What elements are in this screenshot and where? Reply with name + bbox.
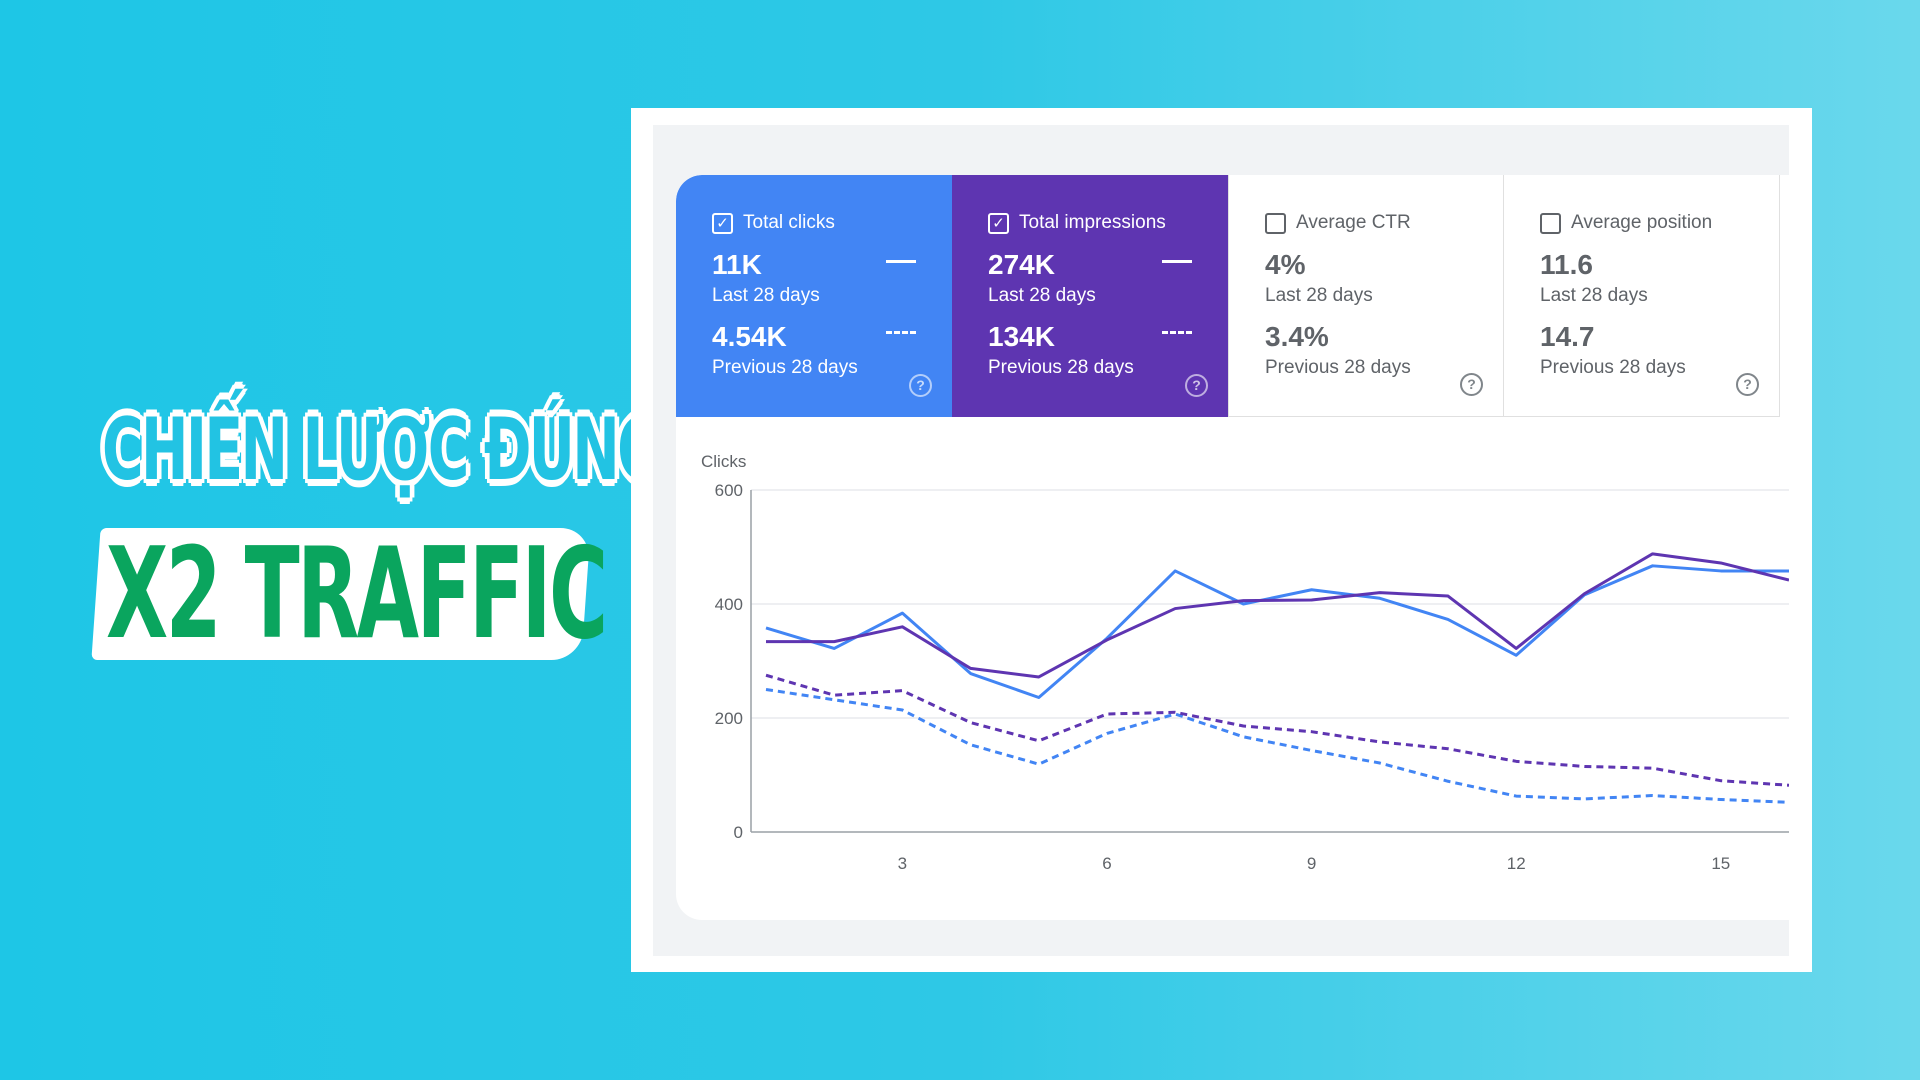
- metric-previous-value: 3.4%: [1265, 321, 1329, 352]
- metric-label: Total clicks: [743, 212, 835, 233]
- x-tick-label: 15: [1711, 854, 1730, 873]
- metric-label: Total impressions: [1019, 212, 1166, 233]
- metric-value: 11K: [712, 249, 762, 280]
- solid-line-legend-icon: [1162, 260, 1192, 263]
- y-tick-label: 400: [715, 595, 743, 614]
- metric-value: 11.6: [1540, 249, 1593, 280]
- metric-tab-total-clicks[interactable]: ✓ Total clicks 11K Last 28 days 4.54K Pr…: [676, 175, 952, 417]
- promo-subheadline: X2 TRAFFIC: [106, 520, 608, 667]
- x-tick-label: 9: [1307, 854, 1316, 873]
- metric-tab-total-impressions[interactable]: ✓ Total impressions 274K Last 28 days 13…: [952, 175, 1228, 417]
- metric-previous-value: 134K: [988, 321, 1055, 352]
- metric-period: Last 28 days: [712, 285, 820, 306]
- y-tick-label: 0: [734, 823, 743, 842]
- checked-checkbox-icon[interactable]: ✓: [988, 212, 1009, 234]
- help-icon[interactable]: ?: [1460, 373, 1483, 396]
- screenshot-background: ✓ Total clicks 11K Last 28 days 4.54K Pr…: [653, 125, 1789, 956]
- help-icon[interactable]: ?: [909, 374, 932, 397]
- metric-previous-period: Previous 28 days: [1265, 357, 1411, 378]
- x-tick-label: 3: [898, 854, 907, 873]
- line-chart-svg: Clicks 0 200 400 600 3 6 9 12 15: [701, 452, 1789, 873]
- metric-previous-period: Previous 28 days: [988, 357, 1134, 378]
- dashed-line-legend-icon: [1162, 331, 1192, 334]
- checked-checkbox-icon[interactable]: ✓: [712, 212, 733, 234]
- metric-previous-value: 4.54K: [712, 321, 787, 352]
- metric-period: Last 28 days: [1540, 285, 1648, 306]
- metric-previous-value: 14.7: [1540, 321, 1595, 352]
- series-line-clicks_previous: [765, 688, 1789, 804]
- help-icon[interactable]: ?: [1736, 373, 1759, 396]
- metric-period: Last 28 days: [1265, 285, 1373, 306]
- metric-tabs: ✓ Total clicks 11K Last 28 days 4.54K Pr…: [676, 175, 1781, 417]
- screenshot-frame: ✓ Total clicks 11K Last 28 days 4.54K Pr…: [631, 108, 1812, 972]
- metric-previous-period: Previous 28 days: [712, 357, 858, 378]
- series-line-clicks_current: [765, 564, 1789, 699]
- metric-value: 4%: [1265, 249, 1306, 280]
- x-tick-label: 6: [1102, 854, 1111, 873]
- promo-headline: CHIẾN LƯỢC ĐÚNG: [102, 400, 664, 500]
- dashed-line-legend-icon: [886, 331, 916, 334]
- metric-previous-period: Previous 28 days: [1540, 357, 1686, 378]
- metric-label: Average CTR: [1296, 212, 1411, 233]
- unchecked-checkbox-icon[interactable]: [1540, 212, 1561, 234]
- unchecked-checkbox-icon[interactable]: [1265, 212, 1286, 234]
- y-axis-title: Clicks: [701, 452, 746, 471]
- metric-value: 274K: [988, 249, 1055, 280]
- series-line-impressions_current: [766, 552, 1789, 679]
- series-line-impressions_previous: [765, 673, 1789, 787]
- clicks-chart: Clicks 0 200 400 600 3 6 9 12 15: [676, 417, 1789, 920]
- metric-label: Average position: [1571, 212, 1713, 233]
- help-icon[interactable]: ?: [1185, 374, 1208, 397]
- x-tick-label: 12: [1507, 854, 1526, 873]
- y-tick-label: 600: [715, 481, 743, 500]
- y-tick-label: 200: [715, 709, 743, 728]
- metric-tab-average-ctr[interactable]: Average CTR 4% Last 28 days 3.4% Previou…: [1228, 175, 1504, 417]
- solid-line-legend-icon: [886, 260, 916, 263]
- metric-tab-average-position[interactable]: Average position 11.6 Last 28 days 14.7 …: [1504, 175, 1780, 417]
- metric-period: Last 28 days: [988, 285, 1096, 306]
- performance-card: ✓ Total clicks 11K Last 28 days 4.54K Pr…: [676, 175, 1789, 920]
